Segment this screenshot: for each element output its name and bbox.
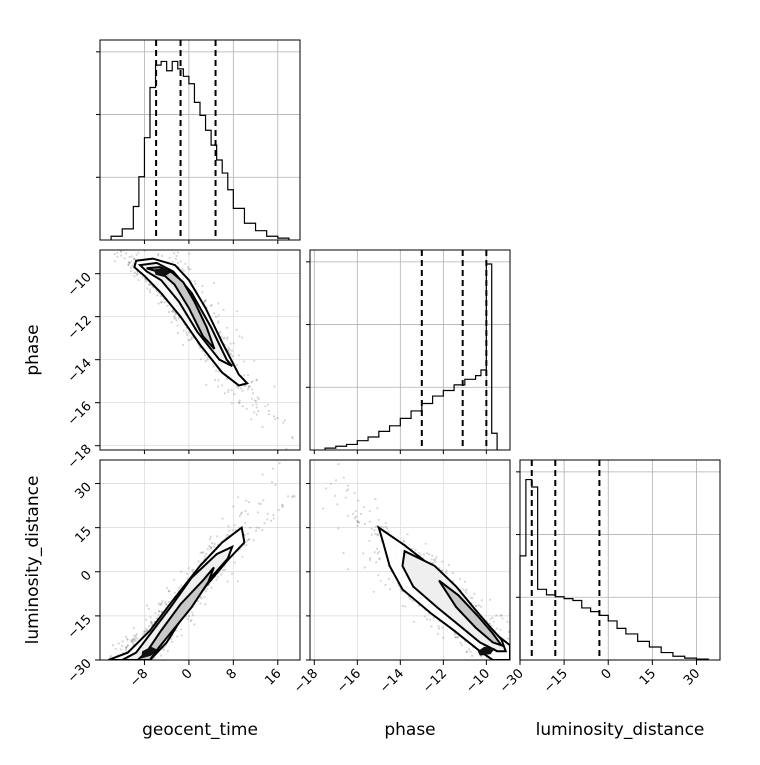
x-axis-label: luminosity_distance — [536, 720, 705, 740]
contour-level-2 — [438, 579, 505, 648]
contour-level-2 — [146, 266, 216, 350]
y-axis-label: luminosity_distance — [23, 476, 43, 645]
scatter-panel-geocent_time-luminosity_distance — [99, 459, 301, 661]
histogram-luminosity_distance — [516, 459, 721, 661]
contour-level-3 — [477, 646, 495, 656]
histogram-step-geocent_time — [110, 60, 290, 240]
panel-frame — [519, 459, 721, 661]
x-axis-label: geocent_time — [142, 720, 258, 740]
x-axis-label: phase — [384, 720, 435, 740]
histogram-phase — [306, 249, 511, 451]
panel-frame — [99, 39, 301, 241]
panel-frame — [309, 249, 511, 451]
histogram-step-phase — [324, 263, 498, 450]
histogram-geocent_time — [96, 39, 301, 241]
scatter-panel-geocent_time-phase — [99, 249, 301, 451]
panel-frame — [99, 459, 301, 661]
panel-frame — [99, 249, 301, 451]
contour-level-3 — [141, 646, 158, 659]
contour-level-3 — [153, 268, 171, 277]
scatter-panel-phase-luminosity_distance — [309, 459, 511, 661]
panel-frame — [309, 459, 511, 661]
y-axis-label: phase — [23, 324, 43, 375]
